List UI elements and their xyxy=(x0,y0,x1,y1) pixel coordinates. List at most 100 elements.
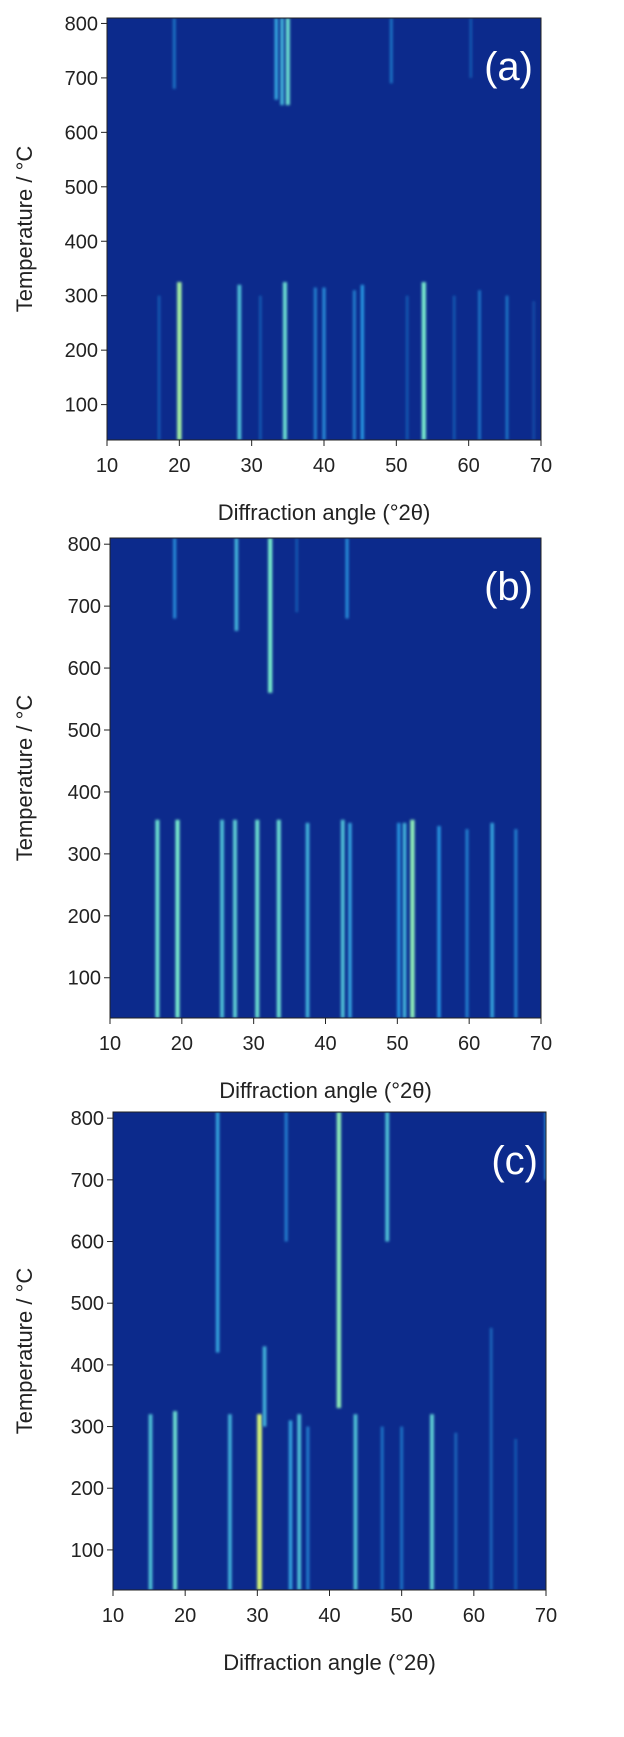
streaks xyxy=(155,538,518,1018)
panel-label: (b) xyxy=(484,565,533,609)
y-tick-label: 800 xyxy=(65,13,98,35)
peak-streak xyxy=(469,18,473,78)
y-tick-label: 500 xyxy=(65,177,98,199)
plot-background xyxy=(110,538,541,1018)
peak-streak xyxy=(313,287,317,440)
x-tick-label: 20 xyxy=(171,1033,193,1055)
peak-streak xyxy=(505,295,509,440)
y-tick-label: 100 xyxy=(68,968,101,990)
y-tick-label: 600 xyxy=(71,1232,104,1254)
peak-streak xyxy=(421,282,426,440)
panel-label: (c) xyxy=(491,1139,538,1183)
peak-streak xyxy=(465,829,469,1018)
plot-background xyxy=(113,1112,546,1590)
peak-streak xyxy=(255,819,260,1018)
peak-streak xyxy=(274,18,279,100)
peak-streak xyxy=(489,1327,493,1590)
peak-streak xyxy=(268,538,273,693)
peak-streak xyxy=(360,284,365,440)
y-tick-label: 800 xyxy=(68,534,101,556)
peak-streak xyxy=(380,1426,384,1590)
y-tick-label: 400 xyxy=(65,231,98,253)
x-tick-label: 70 xyxy=(530,1033,552,1055)
x-tick-label: 60 xyxy=(463,1605,485,1627)
x-tick-label: 50 xyxy=(391,1605,413,1627)
x-tick-label: 30 xyxy=(241,455,263,477)
peak-streak xyxy=(454,1432,458,1590)
x-tick-label: 10 xyxy=(96,455,118,477)
peak-streak xyxy=(220,819,224,1018)
peak-streak xyxy=(155,819,160,1018)
y-tick-label: 500 xyxy=(71,1293,104,1315)
x-axis-label: Diffraction angle (°2θ) xyxy=(219,1078,432,1103)
x-tick-label: 20 xyxy=(174,1605,196,1627)
peak-streak xyxy=(234,538,239,631)
peak-streak xyxy=(233,819,237,1018)
peak-streak xyxy=(514,829,518,1018)
y-tick-label: 200 xyxy=(71,1478,104,1500)
peak-streak xyxy=(490,822,494,1018)
peak-streak xyxy=(389,18,393,84)
peak-streak xyxy=(397,822,401,1018)
peak-streak xyxy=(297,1414,302,1590)
peak-streak xyxy=(305,822,310,1018)
peak-streak xyxy=(306,1426,310,1590)
peak-streak xyxy=(237,284,242,440)
peak-streak xyxy=(430,1414,434,1590)
peak-streak xyxy=(228,1414,232,1590)
peak-streak xyxy=(173,1411,178,1590)
y-axis-label: Temperature / °C xyxy=(12,695,37,862)
x-tick-label: 20 xyxy=(168,455,190,477)
peak-streak xyxy=(437,826,441,1018)
peak-streak xyxy=(452,295,456,440)
peak-streak xyxy=(215,1112,220,1353)
y-axis-label: Temperature / °C xyxy=(12,1268,37,1435)
peak-streak xyxy=(400,1426,404,1590)
peak-streak xyxy=(478,290,481,440)
peak-streak xyxy=(173,538,177,619)
y-tick-label: 400 xyxy=(71,1355,104,1377)
peak-streak xyxy=(157,295,161,440)
y-tick-label: 500 xyxy=(68,720,101,742)
peak-streak xyxy=(345,538,349,619)
panel: 10 20 30 40 50 60 70 100 200 300 400 500 600 700 800 Di… xyxy=(12,13,552,525)
y-tick-label: 800 xyxy=(71,1108,104,1130)
peak-streak xyxy=(288,1420,293,1590)
y-tick-label: 700 xyxy=(68,596,101,618)
peak-streak xyxy=(348,822,352,1018)
peak-streak xyxy=(385,1112,390,1242)
y-tick-label: 700 xyxy=(65,68,98,90)
x-tick-label: 70 xyxy=(530,455,552,477)
peak-streak xyxy=(295,538,299,613)
x-axis-label: Diffraction angle (°2θ) xyxy=(223,1650,436,1675)
x-tick-label: 10 xyxy=(99,1033,121,1055)
peak-streak xyxy=(262,1346,267,1427)
y-tick-label: 300 xyxy=(68,844,101,866)
streaks xyxy=(148,1112,546,1590)
peak-streak xyxy=(285,18,290,106)
x-tick-label: 40 xyxy=(313,455,335,477)
y-tick-label: 200 xyxy=(65,340,98,362)
y-tick-label: 600 xyxy=(65,122,98,144)
peak-streak xyxy=(402,822,407,1018)
peak-streak xyxy=(410,819,415,1018)
x-tick-label: 10 xyxy=(102,1605,124,1627)
peak-streak xyxy=(544,1112,546,1180)
y-axis-label: Temperature / °C xyxy=(12,146,37,313)
y-tick-label: 100 xyxy=(71,1540,104,1562)
peak-streak xyxy=(175,819,180,1018)
peak-streak xyxy=(336,1112,342,1409)
peak-streak xyxy=(276,819,281,1018)
peak-streak xyxy=(177,282,182,440)
peak-streak xyxy=(280,18,284,106)
x-tick-label: 40 xyxy=(318,1605,340,1627)
streaks xyxy=(157,18,535,440)
peak-streak xyxy=(514,1438,517,1590)
x-axis-label: Diffraction angle (°2θ) xyxy=(218,500,431,525)
y-tick-label: 100 xyxy=(65,395,98,417)
peak-streak xyxy=(282,282,287,440)
x-tick-label: 60 xyxy=(458,1033,480,1055)
y-tick-label: 300 xyxy=(65,286,98,308)
peak-streak xyxy=(352,290,356,440)
peak-streak xyxy=(532,301,535,440)
